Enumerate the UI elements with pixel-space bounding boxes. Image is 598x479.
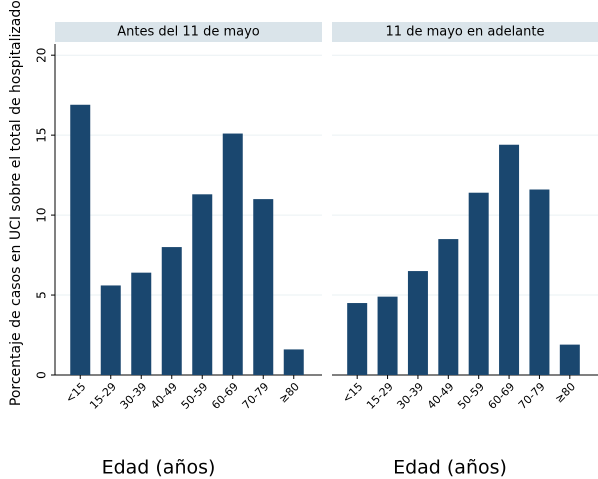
x-tick-label: 70-79 bbox=[516, 380, 548, 412]
x-tick-label: 60-69 bbox=[486, 380, 518, 412]
bar bbox=[70, 104, 91, 376]
panel-strip bbox=[55, 22, 322, 42]
bar bbox=[161, 247, 182, 375]
bar bbox=[529, 189, 550, 375]
x-tick-label: 30-39 bbox=[394, 380, 426, 412]
x-tick-label: 70-79 bbox=[240, 380, 272, 412]
x-tick-label: 15-29 bbox=[87, 380, 119, 412]
x-axis-label: Edad (años) bbox=[102, 457, 216, 479]
x-tick-label: ≥80 bbox=[552, 380, 578, 406]
bar bbox=[253, 199, 274, 375]
bar bbox=[499, 144, 520, 375]
bar bbox=[407, 271, 428, 375]
x-tick-label: 50-59 bbox=[179, 380, 211, 412]
x-tick-label: 15-29 bbox=[364, 380, 396, 412]
y-axis-label: Porcentaje de casos en UCI sobre el tota… bbox=[8, 0, 24, 406]
y-tick-label: 15 bbox=[35, 128, 49, 143]
panel-strip bbox=[332, 22, 598, 42]
panel-title: Antes del 11 de mayo bbox=[117, 25, 260, 40]
x-axis-label: Edad (años) bbox=[393, 457, 507, 479]
bar bbox=[559, 344, 580, 375]
x-tick-label: <15 bbox=[340, 380, 366, 406]
bar bbox=[100, 285, 121, 375]
y-tick-label: 5 bbox=[35, 291, 49, 299]
bar bbox=[131, 272, 152, 375]
bar bbox=[283, 349, 304, 375]
x-tick-label: 30-39 bbox=[118, 380, 150, 412]
bar bbox=[347, 303, 368, 375]
x-tick-label: 40-49 bbox=[425, 380, 457, 412]
bar bbox=[222, 133, 243, 375]
x-tick-label: 60-69 bbox=[209, 380, 241, 412]
x-tick-label: 40-49 bbox=[148, 380, 180, 412]
x-tick-label: 50-59 bbox=[455, 380, 487, 412]
y-tick-label: 0 bbox=[35, 371, 49, 379]
bar bbox=[438, 239, 459, 375]
bar bbox=[192, 194, 213, 375]
bar bbox=[468, 192, 489, 375]
panel-title: 11 de mayo en adelante bbox=[386, 25, 545, 40]
x-tick-label: ≥80 bbox=[276, 380, 302, 406]
bar bbox=[377, 296, 398, 375]
y-tick-label: 20 bbox=[35, 48, 49, 63]
x-tick-label: <15 bbox=[63, 380, 89, 406]
y-tick-label: 10 bbox=[35, 207, 49, 222]
